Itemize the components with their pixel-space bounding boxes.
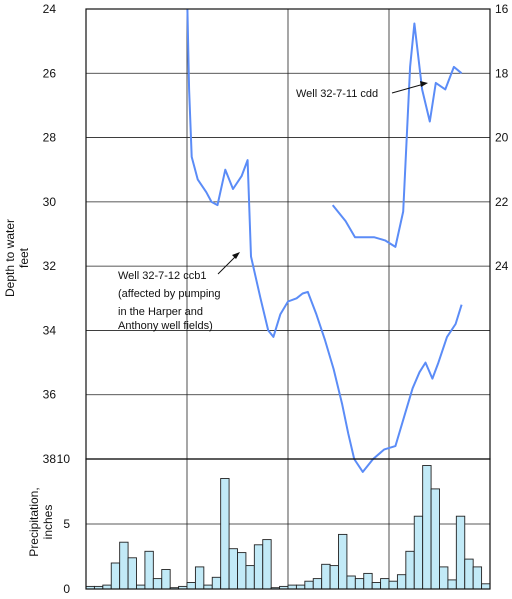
precipitation-bars (85, 465, 491, 590)
series-line-well-cdd (331, 22, 463, 248)
precip-axis-label-line-2: inches (41, 505, 55, 540)
precip-bar (237, 552, 247, 590)
left-axis-tick-label: 24 (43, 2, 57, 16)
right-axis-tick-label: 16 (495, 2, 509, 16)
annotation-ccb1-arrowhead (232, 252, 240, 259)
precip-bar (253, 544, 264, 590)
annotation-cdd-arrowhead (420, 81, 428, 87)
precip-axis-label-line-1: Precipitation, (27, 487, 41, 556)
precip-axis-tick-label: 10 (57, 452, 71, 466)
water-level-lines (186, 8, 463, 473)
precip-bar (144, 550, 154, 590)
precip-axis-tick-label: 0 (63, 582, 70, 596)
right-axis-tick-label: 24 (495, 259, 509, 273)
plot-frames (85, 8, 491, 590)
precip-bar (186, 582, 196, 590)
precip-bar (464, 558, 474, 590)
series-line-well-ccb1 (186, 8, 463, 473)
precip-bar (396, 574, 407, 590)
annotation-cdd-line-1: Well 32-7-11 cdd (296, 88, 378, 100)
annotation-well-cdd: Well 32-7-11 cdd (296, 81, 428, 100)
precip-bar (119, 541, 129, 590)
precip-axis-tick-label: 5 (63, 517, 70, 531)
precip-bar (363, 572, 373, 590)
left-axis-tick-label: 28 (43, 131, 57, 145)
precip-bar (413, 515, 424, 590)
right-axis-tick-label: 18 (495, 66, 509, 80)
precip-bar (245, 565, 255, 590)
precip-bar (321, 563, 331, 590)
left-axis-tick-label: 30 (43, 195, 57, 209)
precip-bar (312, 578, 323, 590)
precip-bar (388, 580, 398, 590)
left-axis-tick-label: 38 (43, 452, 57, 466)
annotation-ccb1-line-1: Well 32-7-12 ccb1 (118, 270, 206, 282)
left-axis-tick-label: 32 (43, 259, 57, 273)
annotation-ccb1-line-3: in the Harper and (118, 306, 203, 318)
left-axis-label-line-2: feet (17, 247, 31, 268)
precip-bar (194, 566, 205, 590)
precip-bar (228, 548, 238, 590)
precip-bar (346, 575, 356, 590)
precip-bar (430, 488, 440, 590)
tick-labels: 24 26 28 30 32 34 36 38 16 18 20 22 24 0 5 10 (43, 2, 509, 596)
annotation-ccb1-line-2: (affected by pumping (118, 288, 221, 300)
annotation-ccb1-line-4: Anthony well fields) (118, 320, 213, 332)
precip-bar (110, 562, 121, 590)
precip-bar (422, 465, 432, 590)
precip-bar (220, 478, 230, 590)
precip-bar (405, 550, 415, 590)
precip-bar (304, 580, 314, 590)
precip-panel-frame (85, 458, 491, 590)
precip-bar (262, 539, 272, 590)
left-axis-label-line-1: Depth to water (3, 219, 17, 297)
precip-bar (211, 576, 222, 590)
precip-bar (472, 566, 483, 590)
precip-bar (127, 557, 137, 590)
left-axis-tick-label: 36 (43, 388, 57, 402)
precip-bar (371, 582, 382, 590)
precip-bar (152, 578, 163, 590)
precip-bar (447, 579, 457, 590)
left-axis-tick-label: 34 (43, 323, 57, 337)
right-axis-tick-label: 22 (495, 195, 509, 209)
precip-bar (354, 578, 365, 590)
precip-bar (455, 515, 466, 590)
annotation-cdd-arrow (391, 83, 425, 94)
precip-bar (161, 569, 171, 590)
precip-bar (329, 565, 339, 590)
precip-bar (439, 566, 449, 590)
left-axis-tick-label: 26 (43, 66, 57, 80)
right-axis-tick-label: 20 (495, 131, 509, 145)
precip-bar (481, 583, 491, 590)
annotation-well-ccb1: Well 32-7-12 ccb1 (affected by pumping i… (118, 252, 240, 332)
precip-bar (338, 533, 348, 590)
precip-bar (380, 578, 390, 590)
